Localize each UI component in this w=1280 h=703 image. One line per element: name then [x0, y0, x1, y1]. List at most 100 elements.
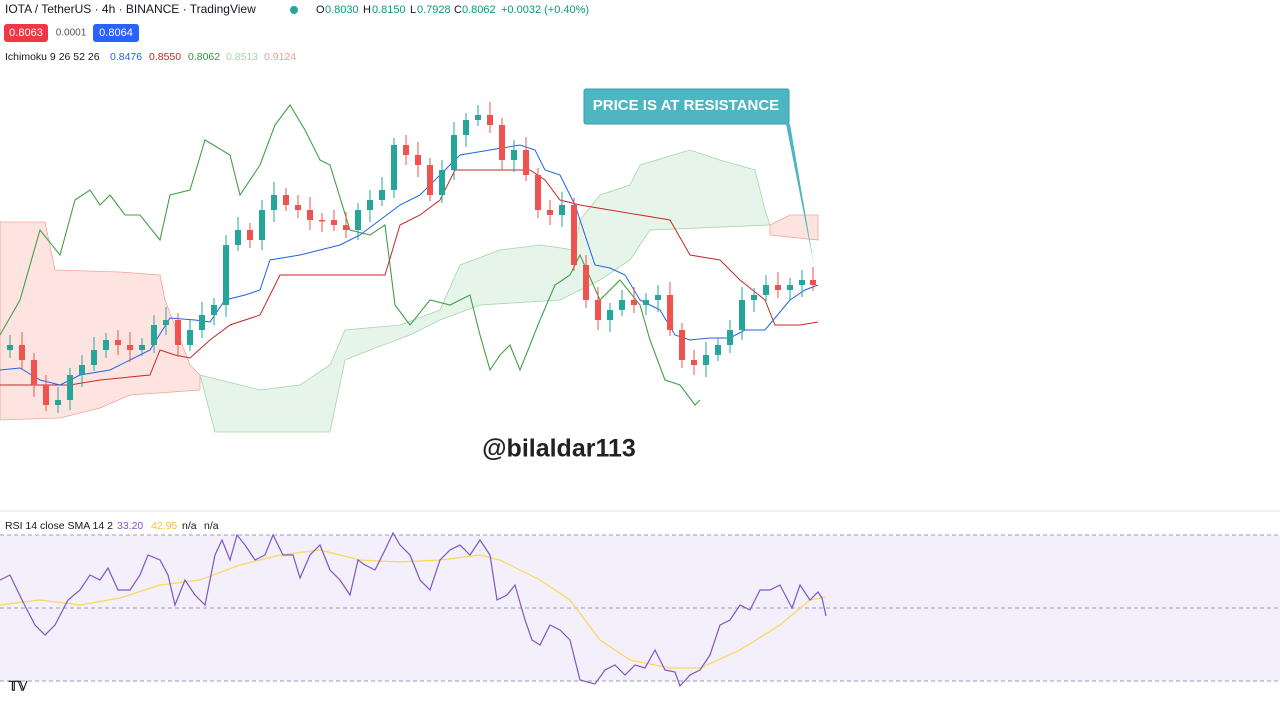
ohlc-value: 0.8030: [325, 4, 359, 16]
candle-body: [667, 295, 673, 330]
candle-body: [247, 230, 253, 240]
candle-body: [595, 300, 601, 320]
candle-body: [487, 115, 493, 125]
ohlc-label: C: [454, 4, 462, 16]
candles: [7, 102, 816, 413]
ask-price: 0.8064: [99, 27, 133, 39]
candle-body: [415, 155, 421, 165]
candle-body: [379, 190, 385, 200]
ichimoku-value: 0.8550: [149, 51, 181, 63]
candle-body: [799, 280, 805, 285]
ichimoku-value: 0.9124: [264, 51, 296, 63]
ichimoku-value: 0.8513: [226, 51, 258, 63]
ichimoku-value: 0.8476: [110, 51, 142, 63]
ohlc-label: L: [410, 4, 416, 16]
candle-body: [715, 345, 721, 355]
candle-body: [319, 220, 325, 222]
candle-body: [103, 340, 109, 350]
ohlc-value: 0.8150: [372, 4, 406, 16]
candle-body: [127, 345, 133, 350]
watermark: @bilaldar113: [482, 435, 636, 463]
candle-body: [763, 285, 769, 295]
candle-body: [679, 330, 685, 360]
candle-body: [355, 210, 361, 230]
candle-body: [31, 360, 37, 385]
candle-body: [535, 175, 541, 210]
candle-body: [751, 295, 757, 300]
candle-body: [175, 320, 181, 345]
candle-body: [307, 210, 313, 220]
candle-body: [439, 170, 445, 195]
candle-body: [691, 360, 697, 365]
market-status: [290, 6, 298, 14]
candle-body: [619, 300, 625, 310]
candle-body: [271, 195, 277, 210]
candle-body: [559, 205, 565, 215]
candle-body: [211, 305, 217, 315]
candle-body: [427, 165, 433, 195]
rsi-line: [0, 531, 827, 688]
spread: 0.0001: [56, 28, 87, 39]
candle-body: [391, 145, 397, 190]
candle-body: [7, 345, 13, 350]
candle-body: [703, 355, 709, 365]
candle-body: [571, 205, 577, 265]
candle-body: [115, 340, 121, 345]
candle-body: [223, 245, 229, 305]
candle-body: [655, 295, 661, 300]
ichimoku-label: Ichimoku 9 26 52 26: [5, 51, 100, 63]
base-line: [0, 169, 819, 386]
candle-body: [43, 385, 49, 405]
tv-logo: 𝕋𝕍: [8, 678, 28, 693]
bid-box[interactable]: [4, 24, 48, 42]
ask-box[interactable]: [93, 24, 139, 42]
candle-body: [139, 345, 145, 350]
candle-body: [403, 145, 409, 155]
candle-body: [55, 400, 61, 405]
candle-body: [499, 125, 505, 160]
candle-body: [631, 300, 637, 305]
ohlc-label: O: [316, 4, 325, 16]
callout-pointer: [776, 124, 814, 265]
candle-body: [199, 315, 205, 330]
cloud-red-right: [769, 214, 819, 241]
ohlc: O 0.8030 H 0.8150 L 0.7928 C 0.8062 +0.0…: [316, 4, 589, 16]
candle-body: [547, 210, 553, 215]
callout-text: PRICE IS AT RESISTANCE: [593, 97, 779, 114]
candle-body: [331, 220, 337, 225]
candle-body: [235, 230, 241, 245]
candle-body: [367, 200, 373, 210]
candle-body: [583, 265, 589, 300]
cloud-red: [0, 221, 201, 421]
candle-body: [79, 365, 85, 375]
candle-body: [67, 375, 73, 400]
candle-body: [151, 325, 157, 345]
ohlc-change: +0.0032 (+0.40%): [501, 4, 589, 16]
candle-body: [727, 330, 733, 345]
candle-body: [739, 300, 745, 330]
candle-body: [523, 150, 529, 175]
candle-body: [475, 115, 481, 120]
candle-body: [643, 300, 649, 305]
ohlc-value: 0.8062: [462, 4, 496, 16]
candle-body: [283, 195, 289, 205]
callout[interactable]: [583, 88, 790, 125]
cloud-green: [199, 149, 771, 433]
bid-price: 0.8063: [9, 27, 43, 39]
candle-body: [451, 135, 457, 170]
rsi-na: n/a: [204, 520, 219, 532]
candle-body: [463, 120, 469, 135]
rsi-value: 33.20: [117, 520, 143, 532]
candle-body: [187, 330, 193, 345]
symbol-title: IOTA / TetherUS · 4h · BINANCE · Trading…: [5, 2, 256, 16]
candle-body: [810, 280, 816, 285]
candle-body: [163, 320, 169, 325]
candle-body: [295, 205, 301, 210]
candle-body: [775, 285, 781, 290]
rsi-sma: [0, 549, 826, 669]
candle-body: [91, 350, 97, 365]
rsi-label: RSI 14 close SMA 14 2: [5, 520, 113, 532]
candle-body: [511, 150, 517, 160]
ichimoku-value: 0.8062: [188, 51, 220, 63]
